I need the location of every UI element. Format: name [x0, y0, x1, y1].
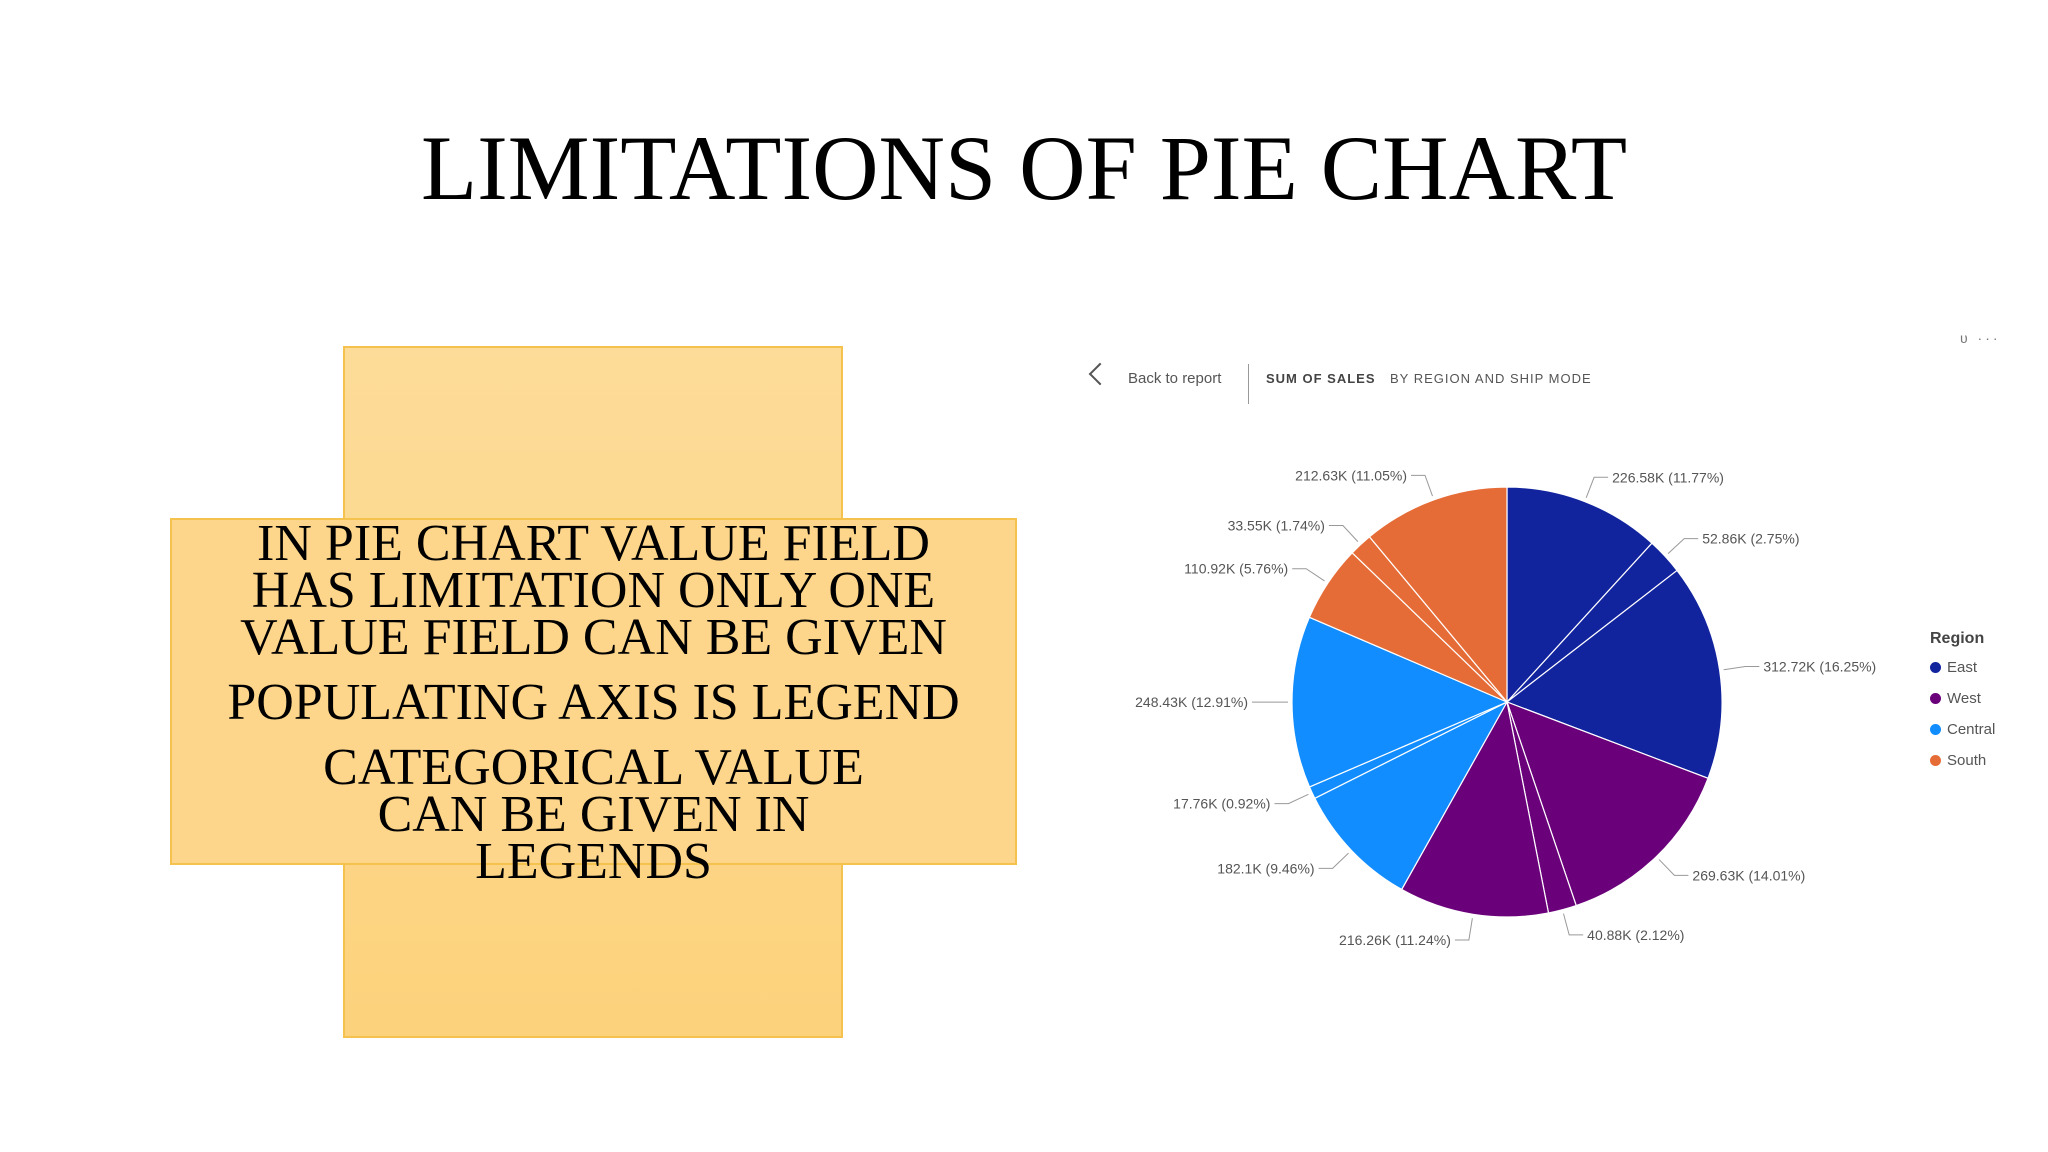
slice-data-label-5: 216.26K (11.24%)	[1339, 932, 1451, 948]
report-visual: Back to report SUM OF SALES BY REGION AN…	[1080, 330, 2048, 1010]
back-to-report-link[interactable]: Back to report	[1128, 370, 1222, 387]
slice-data-label-3: 269.63K (14.01%)	[1692, 867, 1805, 883]
slice-data-label-7: 17.76K (0.92%)	[1173, 796, 1270, 812]
pie-slice-central-8[interactable]	[1291, 616, 1509, 788]
slice-data-label-10: 33.55K (1.74%)	[1228, 518, 1325, 534]
slice-data-label-2: 312.72K (16.25%)	[1763, 658, 1876, 674]
visual-subtitle: BY REGION AND SHIP MODE	[1390, 371, 1592, 386]
visual-header-icons: υ ···	[1960, 330, 2001, 346]
slice-leader-line-6	[1318, 852, 1349, 869]
slice-leader-line-4	[1563, 913, 1584, 936]
more-options-icon[interactable]: ···	[1977, 330, 2001, 346]
legend-item-south[interactable]: South	[1930, 745, 1995, 776]
legend-dot-central	[1930, 724, 1941, 735]
slice-data-label-6: 182.1K (9.46%)	[1217, 860, 1314, 876]
slice-leader-line-1	[1667, 538, 1699, 554]
legend-dot-east	[1930, 662, 1941, 673]
visual-title: SUM OF SALES	[1266, 371, 1376, 386]
slice-data-label-8: 248.43K (12.91%)	[1135, 694, 1248, 710]
slice-data-label-4: 40.88K (2.12%)	[1587, 927, 1684, 943]
header-divider	[1248, 364, 1249, 404]
legend-item-central[interactable]: Central	[1930, 714, 1995, 745]
pie-slice-south-11[interactable]	[1368, 486, 1508, 704]
legend-item-east[interactable]: East	[1930, 652, 1995, 683]
slice-leader-line-5	[1454, 918, 1473, 941]
legend-label-east: East	[1947, 659, 1978, 676]
slice-data-label-9: 110.92K (5.76%)	[1184, 561, 1288, 577]
slice-data-label-0: 226.58K (11.77%)	[1612, 469, 1724, 485]
legend-dot-south	[1930, 755, 1941, 766]
legend-dot-west	[1930, 693, 1941, 704]
cross-shape-center	[345, 520, 841, 863]
slice-leader-line-10	[1328, 525, 1359, 542]
pie-slice-west-3[interactable]	[1506, 700, 1709, 907]
slice-leader-line-0	[1585, 476, 1609, 498]
pie-chart: 226.58K (11.77%) 52.86K (2.75%) 312.72K (1…	[1135, 467, 1876, 948]
slice-data-label-11: 212.63K (11.05%)	[1295, 467, 1407, 483]
limitation-point-2: POPULATING AXIS IS LEGEND	[227, 674, 960, 731]
slide-title: LIMITATIONS OF PIE CHART	[420, 117, 1628, 219]
slice-leader-line-3	[1658, 859, 1689, 876]
filter-icon[interactable]: υ	[1960, 330, 1971, 346]
pie-slice-east-2[interactable]	[1505, 569, 1723, 780]
legend-item-west[interactable]: West	[1930, 683, 1995, 714]
slice-data-label-1: 52.86K (2.75%)	[1702, 531, 1799, 547]
limitation-point-1: IN PIE CHART VALUE FIELD HAS LIMITATION …	[240, 515, 947, 666]
slice-leader-line-11	[1411, 474, 1433, 497]
limitations-text: IN PIE CHART VALUE FIELD HAS LIMITATION …	[170, 515, 1017, 890]
chart-legend: Region East West Central South	[1930, 630, 1995, 776]
slice-leader-line-2	[1723, 665, 1760, 671]
legend-label-west: West	[1947, 690, 1981, 707]
legend-title: Region	[1930, 630, 1985, 647]
legend-label-south: South	[1947, 752, 1987, 769]
pie-slice-central-6[interactable]	[1313, 700, 1509, 891]
pie-slice-east-0[interactable]	[1506, 486, 1653, 704]
limitation-point-3: CATEGORICAL VALUE CAN BE GIVEN IN LEGEND…	[323, 739, 864, 890]
slice-leader-line-9	[1292, 568, 1325, 582]
pie-slice-west-5[interactable]	[1400, 700, 1550, 918]
slice-leader-line-7	[1274, 793, 1309, 805]
legend-label-central: Central	[1947, 721, 1996, 738]
